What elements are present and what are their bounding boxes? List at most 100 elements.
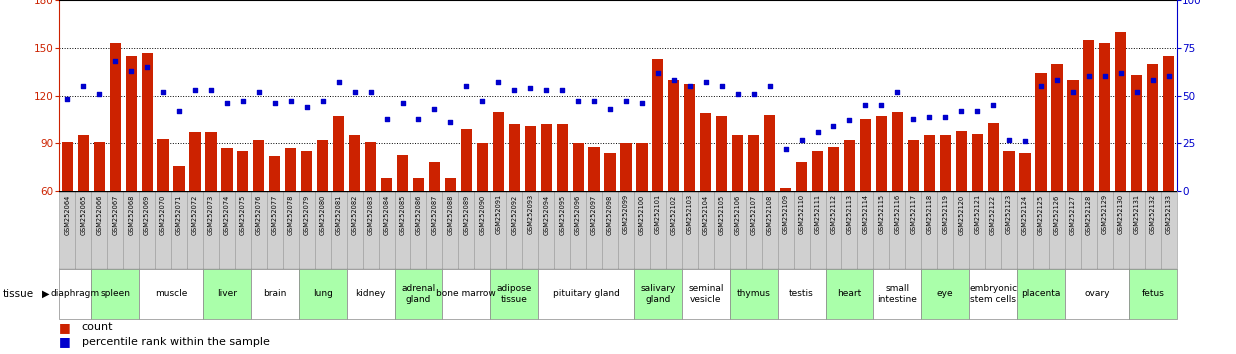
Text: ▶: ▶ [42, 289, 49, 299]
Text: GSM252065: GSM252065 [80, 194, 87, 235]
Point [904, 116, 923, 121]
Text: GSM252116: GSM252116 [895, 194, 900, 234]
Bar [493, 112, 504, 191]
Bar [780, 188, 791, 191]
Text: GSM252112: GSM252112 [831, 194, 837, 234]
Text: GSM252083: GSM252083 [367, 194, 373, 235]
Point [361, 89, 381, 95]
Bar [523, 191, 538, 269]
Bar [1004, 152, 1015, 191]
Bar [969, 269, 1017, 319]
Bar [1145, 191, 1161, 269]
Bar [126, 56, 137, 191]
Text: GSM252076: GSM252076 [256, 194, 262, 235]
Bar [75, 191, 91, 269]
Bar [890, 191, 905, 269]
Bar [1068, 80, 1079, 191]
Point [89, 91, 109, 97]
Text: count: count [82, 322, 112, 332]
Bar [94, 142, 105, 191]
Text: GSM252122: GSM252122 [990, 194, 996, 235]
Bar [921, 191, 937, 269]
Bar [634, 269, 682, 319]
Text: adipose
tissue: adipose tissue [497, 284, 531, 303]
Point [1079, 74, 1099, 79]
Point [234, 98, 253, 104]
Text: GSM252107: GSM252107 [750, 194, 756, 235]
Point [968, 108, 988, 114]
Text: GSM252123: GSM252123 [1006, 194, 1012, 234]
Point [1095, 74, 1115, 79]
Point [201, 87, 221, 93]
Point [393, 101, 413, 106]
Text: tissue: tissue [2, 289, 33, 299]
Bar [1065, 269, 1128, 319]
Bar [459, 191, 475, 269]
Bar [477, 143, 488, 191]
Bar [429, 162, 440, 191]
Text: GSM252132: GSM252132 [1149, 194, 1156, 234]
Bar [538, 191, 554, 269]
Bar [1036, 73, 1047, 191]
Bar [269, 156, 281, 191]
Text: GSM252105: GSM252105 [719, 194, 724, 235]
Bar [154, 191, 171, 269]
Point [472, 98, 492, 104]
Bar [860, 120, 871, 191]
Text: muscle: muscle [154, 289, 187, 298]
Bar [794, 191, 810, 269]
Point [329, 79, 349, 85]
Text: placenta: placenta [1021, 289, 1060, 298]
Point [1047, 78, 1067, 83]
Text: GSM252081: GSM252081 [336, 194, 341, 235]
Bar [701, 113, 712, 191]
Text: eye: eye [937, 289, 953, 298]
Text: testis: testis [790, 289, 815, 298]
Bar [588, 147, 599, 191]
Bar [650, 191, 666, 269]
Bar [554, 191, 570, 269]
Bar [302, 152, 313, 191]
Text: GSM252073: GSM252073 [208, 194, 214, 235]
Point [153, 89, 173, 95]
Bar [1147, 64, 1158, 191]
Text: GSM252064: GSM252064 [64, 194, 70, 235]
Text: GSM252130: GSM252130 [1117, 194, 1124, 234]
Point [807, 129, 827, 135]
Bar [237, 152, 248, 191]
Bar [445, 178, 456, 191]
Point [1015, 139, 1035, 144]
Bar [413, 178, 424, 191]
Text: GSM252089: GSM252089 [464, 194, 470, 235]
Text: GSM252067: GSM252067 [112, 194, 119, 235]
Bar [637, 143, 648, 191]
Bar [267, 191, 283, 269]
Text: brain: brain [263, 289, 287, 298]
Point [409, 116, 429, 121]
Bar [1115, 32, 1126, 191]
Text: GSM252091: GSM252091 [496, 194, 502, 234]
Bar [540, 124, 551, 191]
Text: GSM252095: GSM252095 [559, 194, 565, 235]
Point [776, 146, 796, 152]
Point [744, 91, 764, 97]
Bar [985, 191, 1001, 269]
Point [377, 116, 397, 121]
Point [952, 108, 971, 114]
Text: GSM252097: GSM252097 [591, 194, 597, 235]
Text: GSM252131: GSM252131 [1133, 194, 1140, 234]
Bar [796, 162, 807, 191]
Point [218, 101, 237, 106]
Text: GSM252078: GSM252078 [288, 194, 294, 235]
Bar [381, 178, 392, 191]
Point [456, 83, 476, 89]
Point [1127, 89, 1147, 95]
Bar [953, 191, 969, 269]
Bar [937, 191, 953, 269]
Point [121, 68, 141, 74]
Text: seminal
vesicle: seminal vesicle [688, 284, 723, 303]
Text: GSM252080: GSM252080 [320, 194, 326, 235]
Bar [653, 59, 664, 191]
Text: GSM252114: GSM252114 [863, 194, 869, 234]
Point [169, 108, 189, 114]
